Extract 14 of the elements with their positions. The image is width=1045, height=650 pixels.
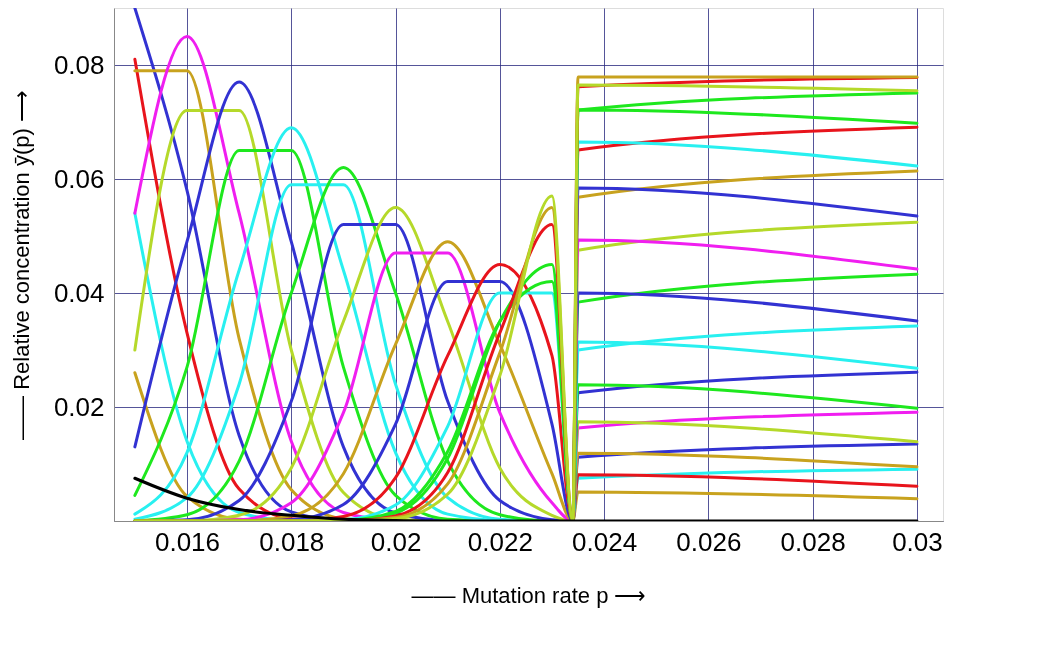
y-axis-title: —— Relative concentration ȳ(p) ⟶ [8, 90, 34, 440]
x-tick-label: 0.03 [892, 526, 943, 557]
x-tick-label: 0.018 [259, 526, 325, 557]
x-tick-label: 0.026 [676, 526, 742, 557]
x-tick-label: 0.02 [370, 526, 422, 557]
x-tick-label: 0.022 [467, 526, 533, 557]
y-tick-label: 0.08 [53, 49, 105, 80]
x-tick-label: 0.028 [780, 526, 846, 557]
y-tick-label: 0.02 [53, 391, 105, 422]
y-tick-label: 0.04 [53, 277, 105, 308]
x-axis-title: —— Mutation rate p ⟶ [411, 582, 647, 608]
x-tick-label: 0.024 [572, 526, 638, 557]
y-tick-label: 0.06 [53, 163, 105, 194]
x-tick-label: 0.016 [154, 526, 221, 557]
